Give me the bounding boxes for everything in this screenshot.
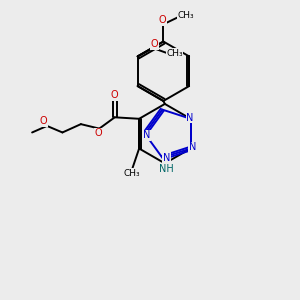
Text: N: N	[163, 153, 170, 163]
Text: O: O	[151, 39, 158, 49]
Text: NH: NH	[159, 164, 174, 174]
Text: O: O	[40, 116, 47, 127]
Text: O: O	[94, 128, 102, 138]
Text: O: O	[111, 90, 118, 100]
Text: O: O	[159, 15, 166, 26]
Text: N: N	[143, 130, 150, 140]
Text: CH₃: CH₃	[166, 49, 183, 58]
Text: CH₃: CH₃	[124, 169, 140, 178]
Text: N: N	[186, 112, 194, 123]
Text: CH₃: CH₃	[177, 11, 194, 20]
Text: N: N	[189, 142, 196, 152]
